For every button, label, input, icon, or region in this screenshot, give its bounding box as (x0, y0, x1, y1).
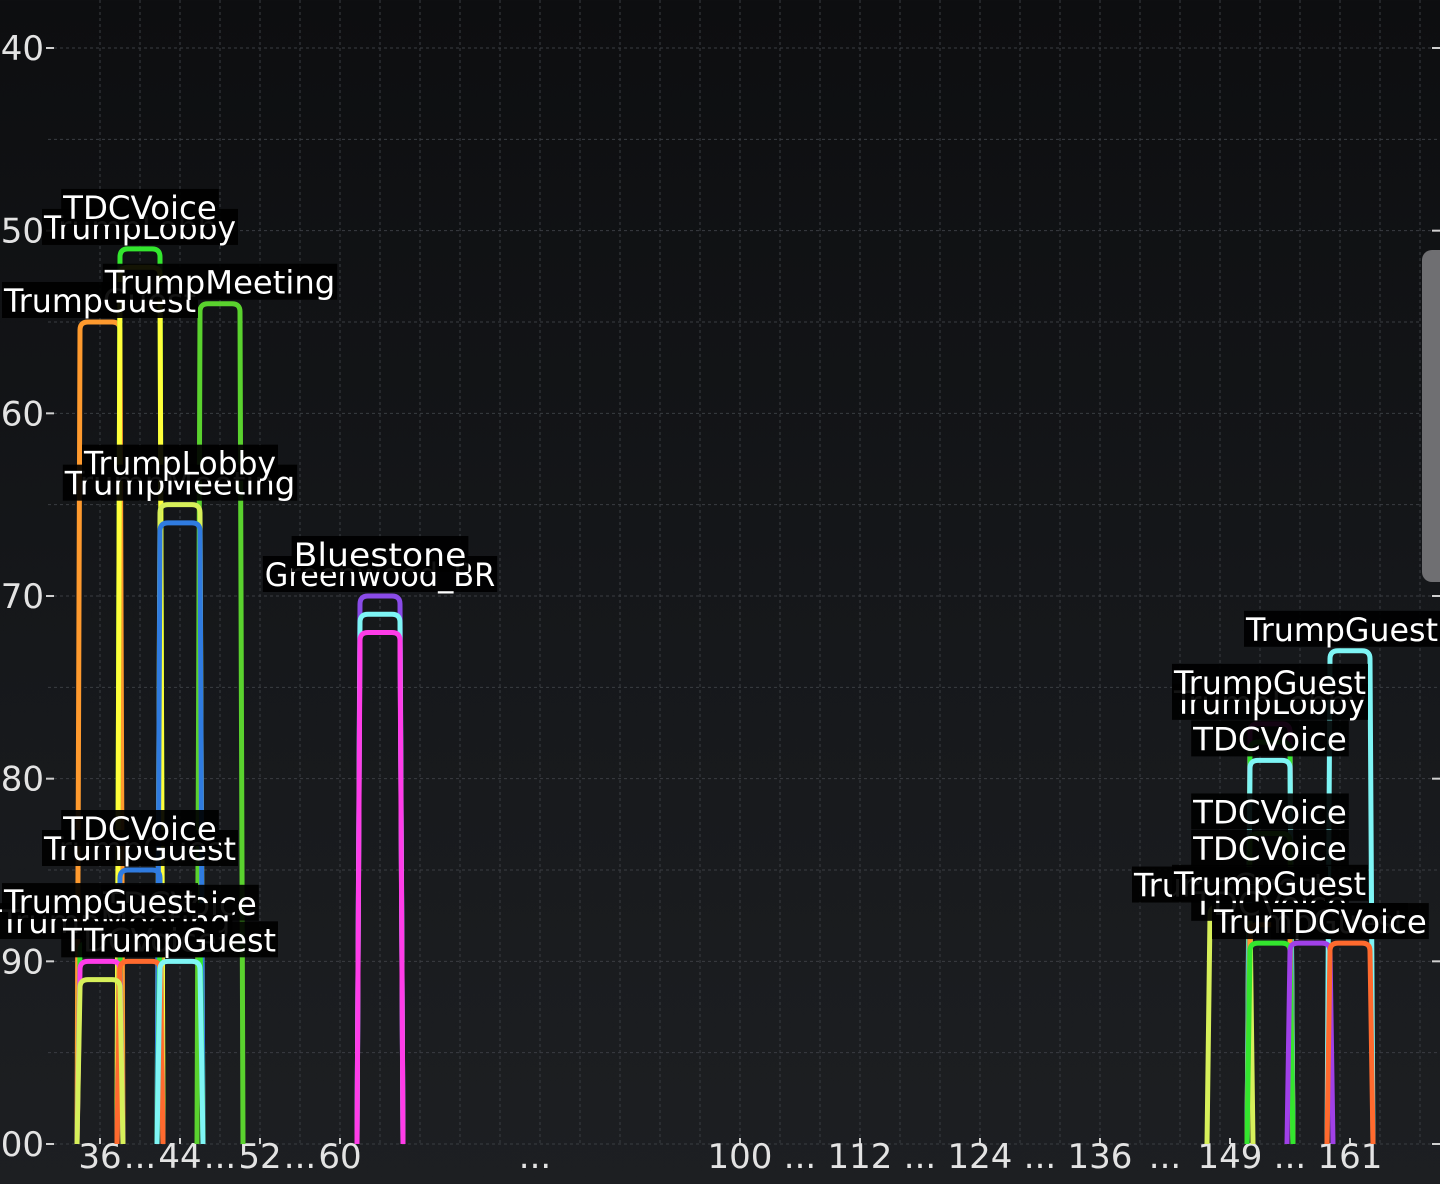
series-label-text: TrumpGuest (1173, 664, 1366, 702)
series-label: TDCVoice (1191, 720, 1349, 758)
series-label-bg (1244, 610, 1440, 647)
series-trace (154, 520, 206, 1145)
x-tick-label: ... (1274, 1137, 1306, 1177)
series-label: TrumpGuest (82, 921, 278, 959)
series-label-bg (291, 536, 469, 572)
series-label-bg (1172, 663, 1368, 700)
x-tick-label: ... (904, 1137, 936, 1177)
series-label-bg (82, 921, 278, 958)
y-axis: -40 -50 -60 -70 -80 -90 -100 (0, 29, 1440, 1165)
x-tick-label: ... (124, 1137, 156, 1177)
series-label-text: TrumpGuest (1173, 865, 1366, 903)
series-label: TrumpMeeting (102, 263, 338, 302)
series-label-bg (61, 188, 219, 225)
series-label: TrumpLobby (82, 444, 278, 483)
series-label-bg (1191, 793, 1349, 830)
series-label: TDCVoice (61, 810, 219, 848)
x-tick-label: ... (1149, 1137, 1181, 1177)
series-trace (114, 246, 166, 1145)
series-label-bg (102, 263, 338, 300)
series-label-text: TDCVoice (1192, 793, 1347, 831)
series-label: TDCVoice (1191, 793, 1349, 831)
x-tick-label: 36 (78, 1137, 121, 1177)
series-label: TDCVoice (61, 188, 219, 227)
chart-grid (48, 0, 1440, 1145)
series-trace (154, 958, 206, 1145)
series-trace (1324, 940, 1376, 1145)
x-tick-label: ... (204, 1137, 236, 1177)
series-label-bg (1271, 903, 1429, 940)
x-tick-label: ... (519, 1137, 551, 1177)
series-label: TrumpGuest (1172, 864, 1368, 903)
x-tick-label: 44 (158, 1137, 201, 1177)
series-label: TrumpGuest (2, 883, 198, 921)
scroll-handle[interactable] (1422, 250, 1440, 582)
series-label-bg (82, 444, 278, 481)
x-tick-label: 100 (708, 1137, 773, 1177)
series-label: TDCVoice (1191, 830, 1349, 868)
x-tick-label: 60 (318, 1137, 361, 1177)
series-label-text: TrumpGuest (83, 921, 276, 959)
x-tick-label: ... (784, 1137, 816, 1177)
series-trace (114, 867, 166, 1145)
series-label-bg (1191, 830, 1349, 866)
y-tick-label: -90 (0, 942, 44, 982)
series-trace (354, 630, 406, 1145)
series-label-text: TDCVoice (1192, 830, 1347, 868)
series-trace (1324, 648, 1376, 1145)
series-label-text: TDCVoice (1272, 903, 1427, 941)
x-axis: 36... 44... 52... 60... 100... 112... 124... 13… (78, 1137, 1382, 1177)
y-tick-label: -100 (0, 1125, 44, 1165)
series-label-text: TDCVoice (62, 810, 217, 848)
series-label: TrumpGuest (1172, 663, 1368, 702)
series-label: TDCVoice (1271, 903, 1429, 941)
series-trace (154, 502, 206, 1145)
series-trace (74, 977, 126, 1145)
y-tick-label: -40 (0, 29, 44, 69)
x-tick-label: ... (1024, 1137, 1056, 1177)
series-label-text: TrumpGuest (1245, 611, 1438, 649)
x-tick-label: 52 (238, 1137, 281, 1177)
series-labels: TrumpGuest TrumpLobby TDCVoice TrumpMeeting… (0, 188, 1440, 959)
y-tick-label: -60 (0, 394, 44, 434)
x-tick-label: 136 (1068, 1137, 1133, 1177)
series-label-bg (61, 810, 219, 846)
series-trace (194, 301, 246, 1145)
series-label-text: Bluestone (294, 536, 467, 574)
series-label-bg (1191, 720, 1349, 757)
series-label-text: TrumpLobby (83, 445, 276, 483)
y-tick-label: -70 (0, 577, 44, 617)
series-label-text: TDCVoice (62, 189, 217, 227)
series-label: TrumpGuest (1244, 610, 1440, 649)
series-label-text: TrumpGuest (3, 883, 196, 921)
y-tick-label: -50 (0, 212, 44, 252)
series-trace (354, 611, 406, 1145)
series-trace (1244, 757, 1296, 1145)
series-label: Bluestone (291, 536, 469, 574)
x-tick-label: 112 (828, 1137, 893, 1177)
series-label-text: TrumpMeeting (104, 264, 335, 302)
x-tick-label: 124 (948, 1137, 1013, 1177)
x-tick-label: ... (284, 1137, 316, 1177)
series-trace (354, 593, 406, 1145)
series-label-text: TDCVoice (1192, 720, 1347, 758)
y-tick-label: -80 (0, 760, 44, 800)
series-label-bg (1172, 864, 1368, 901)
series-label-bg (2, 883, 198, 920)
